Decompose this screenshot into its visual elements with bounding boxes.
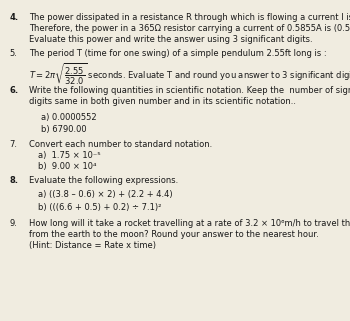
Text: 6.: 6. <box>10 86 19 95</box>
Text: 7.: 7. <box>10 140 18 149</box>
Text: Evaluate the following expressions.: Evaluate the following expressions. <box>29 176 178 185</box>
Text: The period T (time for one swing) of a simple pendulum 2.55ft long is :: The period T (time for one swing) of a s… <box>29 48 327 57</box>
Text: How long will it take a rocket travelling at a rate of 3.2 × 10⁶m/h to travel th: How long will it take a rocket travellin… <box>29 219 350 228</box>
Text: The power dissipated in a resistance R through which is flowing a current I is e: The power dissipated in a resistance R t… <box>29 13 350 22</box>
Text: Convert each number to standard notation.: Convert each number to standard notation… <box>29 140 212 149</box>
Text: a)  1.75 × 10⁻⁵: a) 1.75 × 10⁻⁵ <box>38 151 100 160</box>
Text: b)  9.00 × 10⁴: b) 9.00 × 10⁴ <box>38 162 96 171</box>
Text: a) 0.0000552: a) 0.0000552 <box>41 113 97 122</box>
Text: b) (((6.6 + 0.5) + 0.2) ÷ 7.1)²: b) (((6.6 + 0.5) + 0.2) ÷ 7.1)² <box>38 203 161 212</box>
Text: 9.: 9. <box>10 219 18 228</box>
Text: digits same in both given number and in its scientific notation..: digits same in both given number and in … <box>29 97 296 106</box>
Text: 4.: 4. <box>10 13 19 22</box>
Text: b) 6790.00: b) 6790.00 <box>41 125 87 134</box>
Text: Write the following quantities in scientific notation. Keep the  number of signi: Write the following quantities in scient… <box>29 86 350 95</box>
Text: a) ((3.8 – 0.6) × 2) + (2.2 + 4.4): a) ((3.8 – 0.6) × 2) + (2.2 + 4.4) <box>38 190 173 199</box>
Text: Therefore, the power in a 365Ω resistor carrying a current of 0.5855A is (0.5855: Therefore, the power in a 365Ω resistor … <box>29 24 350 33</box>
Text: Evaluate this power and write the answer using 3 significant digits.: Evaluate this power and write the answer… <box>29 35 313 44</box>
Text: 8.: 8. <box>10 176 19 185</box>
Text: $T = 2\pi\sqrt{\dfrac{2.55}{32.0}}$ seconds. Evaluate T and round you answer to : $T = 2\pi\sqrt{\dfrac{2.55}{32.0}}$ seco… <box>29 61 350 85</box>
Text: 5.: 5. <box>10 48 18 57</box>
Text: from the earth to the moon? Round your answer to the nearest hour.: from the earth to the moon? Round your a… <box>29 230 319 239</box>
Text: (Hint: Distance = Rate x time): (Hint: Distance = Rate x time) <box>29 241 156 250</box>
